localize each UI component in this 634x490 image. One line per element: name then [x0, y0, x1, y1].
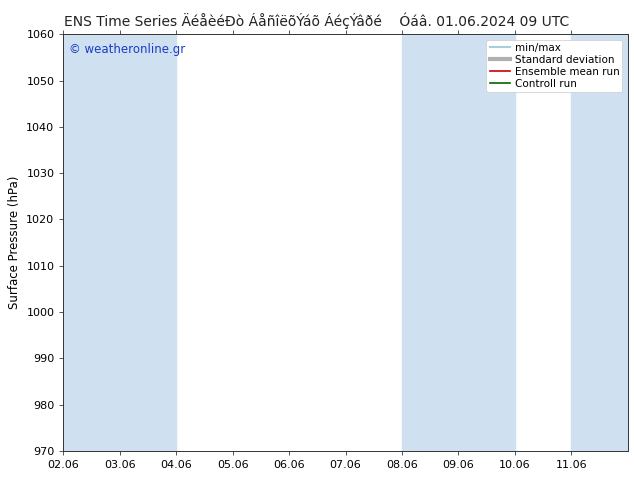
Bar	[63, 34, 176, 451]
Text: ENS Time Series ÄéåèéÐò ÁåñîëõÝáõ ÁéçÝâðé    Óáâ. 01.06.2024 09 UTC: ENS Time Series ÄéåèéÐò ÁåñîëõÝáõ ÁéçÝâð…	[65, 12, 569, 29]
Y-axis label: Surface Pressure (hPa): Surface Pressure (hPa)	[8, 176, 21, 309]
Bar	[571, 34, 628, 451]
Legend: min/max, Standard deviation, Ensemble mean run, Controll run: min/max, Standard deviation, Ensemble me…	[486, 40, 623, 92]
Bar	[402, 34, 515, 451]
Text: © weatheronline.gr: © weatheronline.gr	[69, 43, 185, 56]
